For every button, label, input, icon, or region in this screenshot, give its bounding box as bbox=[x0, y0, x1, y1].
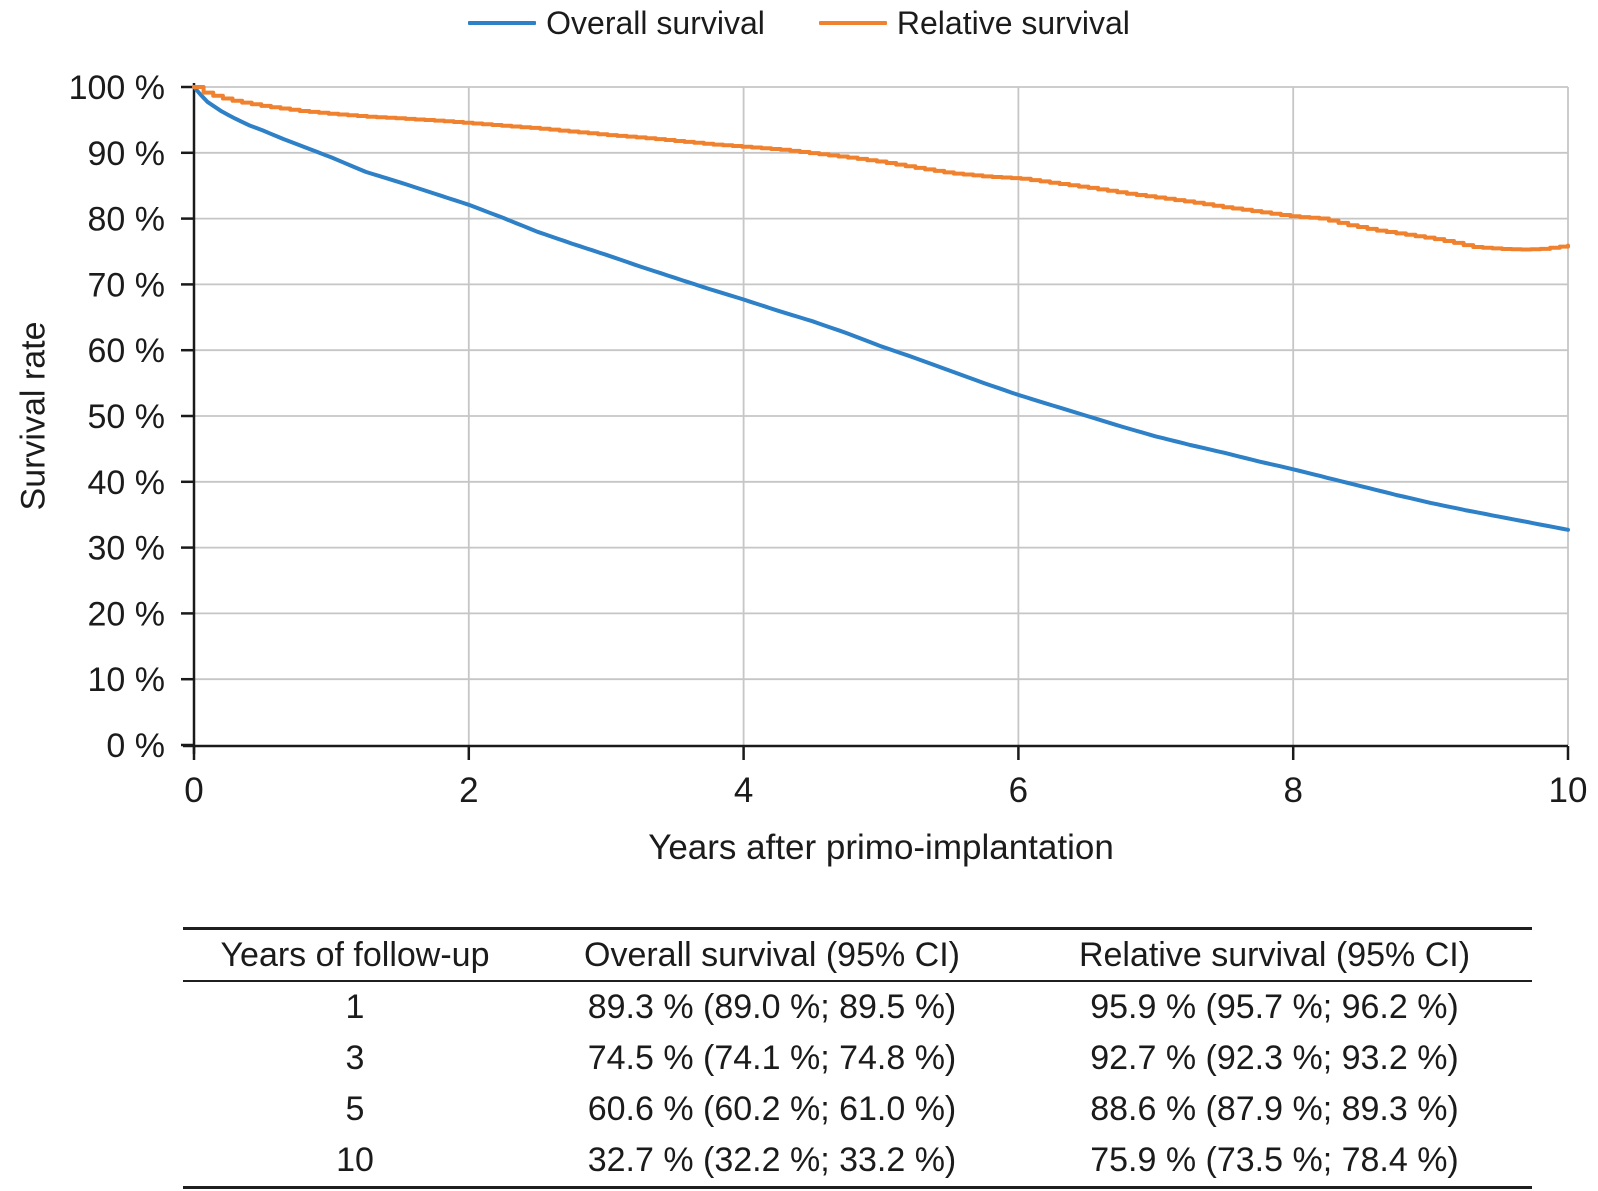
x-tick-label: 4 bbox=[734, 771, 753, 810]
column-header-relative: Relative survival (95% CI) bbox=[1017, 928, 1532, 982]
overall-line-swatch-icon bbox=[468, 21, 537, 25]
x-tick-label: 10 bbox=[1549, 771, 1588, 810]
cell-relative: 92.7 % (92.3 %; 93.2 %) bbox=[1090, 1039, 1459, 1077]
x-tick-label: 2 bbox=[459, 771, 478, 810]
y-tick-label: 0 % bbox=[106, 727, 165, 765]
y-tick-label: 60 % bbox=[88, 332, 166, 370]
y-tick-label: 40 % bbox=[88, 464, 166, 502]
table-row: 3 74.5 % (74.1 %; 74.8 %) 92.7 % (92.3 %… bbox=[183, 1033, 1532, 1084]
cell-overall: 89.3 % (89.0 %; 89.5 %) bbox=[587, 988, 957, 1026]
cell-years: 3 bbox=[345, 1039, 365, 1077]
cell-relative: 88.6 % (87.9 %; 89.3 %) bbox=[1090, 1090, 1459, 1128]
column-header-years: Years of follow-up bbox=[183, 928, 527, 982]
cell-years: 1 bbox=[345, 988, 365, 1026]
cell-relative: 95.9 % (95.7 %; 96.2 %) bbox=[1090, 988, 1459, 1026]
x-tick-label: 0 bbox=[184, 771, 203, 810]
chart-legend: Overall survival Relative survival bbox=[0, 2, 1598, 44]
x-tick-label: 6 bbox=[1009, 771, 1028, 810]
y-tick-label: 30 % bbox=[88, 530, 166, 568]
legend-item-relative: Relative survival bbox=[818, 4, 1130, 42]
cell-years: 10 bbox=[336, 1141, 374, 1179]
y-tick-label: 50 % bbox=[88, 398, 166, 436]
column-header-overall: Overall survival (95% CI) bbox=[527, 928, 1017, 982]
x-tick-label: 8 bbox=[1283, 771, 1302, 810]
cell-years: 5 bbox=[345, 1090, 365, 1128]
y-tick-label: 20 % bbox=[88, 595, 166, 633]
cell-overall: 32.7 % (32.2 %; 33.2 %) bbox=[587, 1141, 957, 1179]
legend-label-relative: Relative survival bbox=[896, 4, 1130, 41]
table-row: 10 32.7 % (32.2 %; 33.2 %) 75.9 % (73.5 … bbox=[183, 1135, 1532, 1188]
cell-overall: 74.5 % (74.1 %; 74.8 %) bbox=[587, 1039, 957, 1077]
cell-overall: 60.6 % (60.2 %; 61.0 %) bbox=[587, 1090, 957, 1128]
y-tick-label: 80 % bbox=[88, 201, 166, 239]
table-row: 1 89.3 % (89.0 %; 89.5 %) 95.9 % (95.7 %… bbox=[183, 981, 1532, 1033]
y-tick-label: 70 % bbox=[88, 266, 166, 304]
results-table: Years of follow-up Overall survival (95%… bbox=[183, 927, 1532, 1189]
survival-chart: 0 % 10 % 20 % 30 % 40 % 50 % 60 % 70 % 80 % 90 % 1… bbox=[69, 69, 1588, 810]
y-tick-label: 10 % bbox=[88, 661, 166, 699]
relative-line-swatch-icon bbox=[818, 21, 887, 25]
y-axis-title: Survival rate bbox=[14, 321, 53, 511]
series-overall bbox=[192, 85, 1570, 532]
table-row: 5 60.6 % (60.2 %; 61.0 %) 88.6 % (87.9 %… bbox=[183, 1084, 1532, 1135]
series-relative bbox=[192, 85, 1570, 252]
legend-item-overall: Overall survival bbox=[468, 5, 765, 42]
y-tick-label: 100 % bbox=[69, 69, 165, 107]
table-header-row: Years of follow-up Overall survival (95%… bbox=[183, 928, 1532, 982]
y-tick-label: 90 % bbox=[88, 135, 166, 173]
x-axis-title: Years after primo-implantation bbox=[648, 828, 1114, 867]
legend-label-overall: Overall survival bbox=[546, 4, 765, 41]
cell-relative: 75.9 % (73.5 %; 78.4 %) bbox=[1090, 1141, 1459, 1179]
